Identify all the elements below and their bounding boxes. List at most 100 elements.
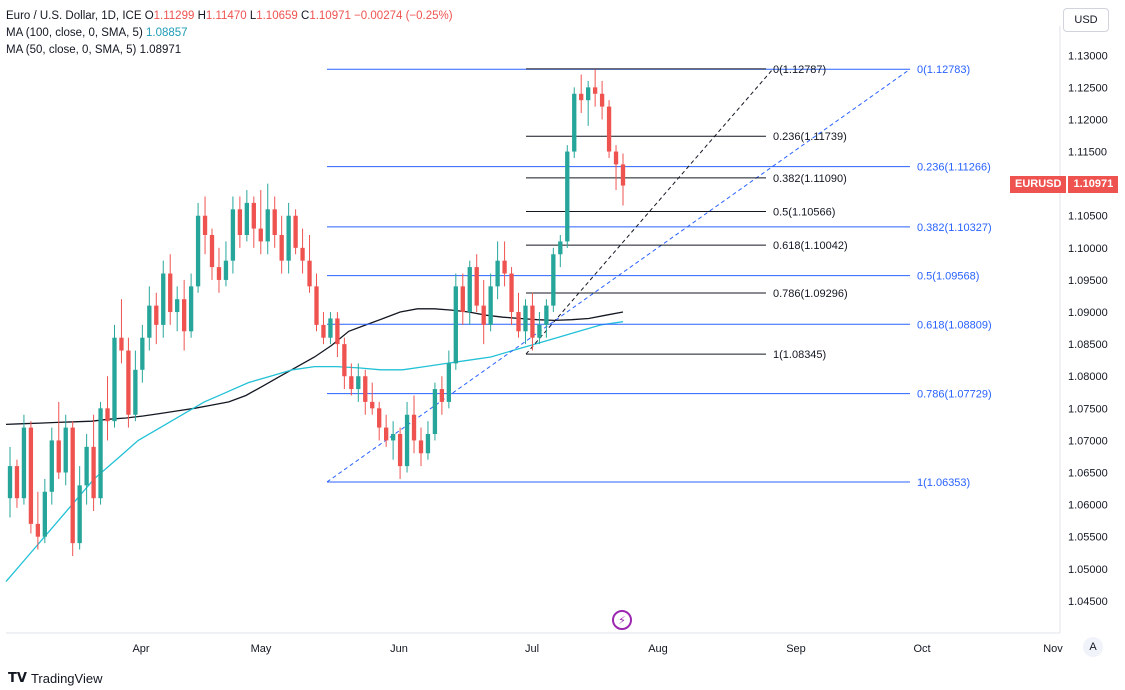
candle-body: [21, 427, 27, 499]
candle-body: [432, 389, 438, 434]
candle-body: [272, 209, 277, 235]
y-tick-label: 1.13000: [1068, 50, 1108, 62]
candle-body: [446, 363, 452, 402]
candle-body: [237, 209, 243, 235]
candle-body: [370, 401, 375, 409]
y-tick-label: 1.09500: [1068, 275, 1108, 287]
candle-body: [119, 337, 124, 351]
candle-body: [467, 267, 472, 313]
candle-body: [286, 215, 291, 261]
candle-body: [28, 427, 34, 524]
candle-body: [342, 344, 347, 377]
brand-name: TradingView: [30, 670, 103, 686]
ma100-label: MA (100, close, 0, SMA, 5): [6, 27, 143, 39]
candle-body: [293, 215, 298, 248]
y-tick-label: 1.11500: [1068, 147, 1107, 159]
candle-body: [161, 273, 166, 325]
candle-body: [98, 408, 103, 499]
candle-body: [523, 305, 528, 332]
candle-body: [397, 434, 403, 467]
fib-small-level-label: 1(1.08345): [773, 349, 826, 361]
fib-small-level-label: 0.382(1.11090): [773, 173, 847, 185]
candle-body: [202, 215, 208, 235]
y-tick-label: 1.07000: [1068, 435, 1108, 447]
currency-button[interactable]: USD: [1063, 8, 1109, 32]
open-value: 1.11299: [153, 10, 195, 22]
fib-small-level-label: 0.5(1.10566): [773, 207, 835, 219]
candle-body: [195, 215, 201, 287]
candle-body: [586, 87, 591, 101]
candle-body: [481, 305, 486, 325]
y-tick-label: 1.12500: [1068, 82, 1108, 94]
candle-body: [599, 93, 605, 107]
candle-body: [488, 286, 493, 325]
candle-body: [495, 260, 500, 287]
candle-body: [230, 209, 236, 261]
candle-body: [35, 523, 41, 537]
fib-small-level-label: 0.786(1.09296): [773, 288, 848, 300]
fibonacci-retracements: 0(1.12783) 0.236(1.11266) 0.382(1.10327) 0.…: [326, 64, 992, 489]
candle-body: [474, 267, 479, 306]
fib-large-level-label: 0.786(1.07729): [917, 389, 992, 401]
ma100-value: 1.08857: [145, 27, 188, 39]
candle-body: [335, 318, 340, 345]
candle-body: [592, 87, 598, 94]
y-tick-label: 1.08000: [1068, 371, 1108, 383]
ma50-row[interactable]: MA (50, close, 0, SMA, 5) 1.08971: [6, 42, 453, 59]
x-tick-label: Jun: [390, 643, 408, 655]
close-label: C: [301, 10, 310, 22]
candle-body: [572, 93, 577, 152]
candle-body: [140, 337, 145, 370]
candle-body: [356, 376, 361, 390]
y-tick-label: 1.08500: [1068, 339, 1108, 351]
candlesticks: [7, 69, 626, 556]
ma100-row[interactable]: MA (100, close, 0, SMA, 5) 1.08857: [6, 25, 453, 42]
candle-body: [558, 241, 563, 255]
candle-body: [321, 324, 326, 338]
candle-body: [216, 267, 222, 280]
x-tick-label: May: [251, 643, 272, 655]
candle-body: [56, 440, 61, 473]
auto-scale-button[interactable]: A: [1083, 637, 1103, 657]
candle-body: [154, 305, 159, 325]
x-tick-label: Oct: [913, 643, 930, 655]
candle-body: [411, 414, 417, 441]
low-value: 1.10659: [256, 10, 298, 22]
tradingview-brand[interactable]: 𝗧𝗩 TradingView: [8, 670, 102, 686]
candle-body: [209, 235, 215, 268]
y-tick-label: 1.10500: [1068, 211, 1108, 223]
close-value: 1.10971: [309, 10, 351, 22]
fib-large-level-label: 0.618(1.08809): [917, 319, 992, 331]
lightning-icon[interactable]: ⚡: [612, 610, 632, 630]
price-axis: 1.130001.125001.120001.115001.110001.105…: [1068, 50, 1108, 608]
candle-body: [404, 414, 410, 467]
candle-body: [188, 286, 194, 332]
fib-large-level-label: 0.5(1.09568): [917, 271, 979, 283]
candle-body: [439, 389, 445, 402]
candle-body: [509, 273, 514, 313]
fib-large-level-label: 1(1.06353): [917, 477, 970, 489]
symbol-title: Euro / U.S. Dollar, 1D, ICE: [6, 10, 142, 22]
candle-body: [105, 408, 110, 422]
candle-body: [77, 485, 82, 544]
ma50-label: MA (50, close, 0, SMA, 5): [6, 44, 137, 56]
candle-body: [530, 305, 535, 338]
candle-body: [418, 440, 424, 454]
candle-body: [516, 312, 521, 332]
fib-small-level-label: 0(1.12787): [773, 64, 826, 76]
low-label: L: [249, 10, 257, 22]
candle-body: [383, 427, 389, 441]
price-tag-price: 1.10971: [1068, 176, 1119, 193]
y-tick-label: 1.12000: [1068, 114, 1108, 126]
candle-body: [14, 466, 20, 499]
candle-body: [425, 434, 431, 454]
last-price-tag: EURUSD 1.10971: [1010, 176, 1119, 193]
candle-body: [244, 202, 250, 235]
price-tag-symbol: EURUSD: [1010, 176, 1067, 193]
tradingview-logo-icon: 𝗧𝗩: [8, 670, 27, 685]
candle-body: [537, 324, 542, 338]
candle-body: [70, 427, 75, 544]
high-value: 1.11470: [205, 10, 247, 22]
chart-legend: Euro / U.S. Dollar, 1D, ICE O1.11299 H1.…: [6, 8, 453, 59]
